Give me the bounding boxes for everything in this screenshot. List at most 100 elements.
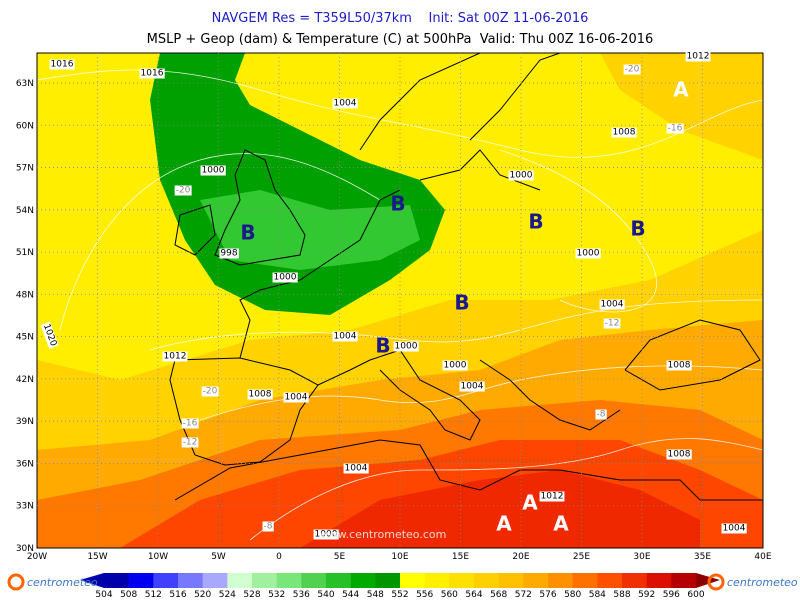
lon-label: 25E	[573, 552, 590, 562]
label-box	[666, 360, 692, 371]
colorbar-swatch	[326, 573, 351, 588]
isobar-label: 1004	[285, 393, 308, 403]
colorbar-label: 544	[342, 590, 359, 600]
high-center: A	[553, 512, 569, 536]
colorbar-label: 576	[539, 590, 556, 600]
temperature-label: -8	[597, 410, 606, 420]
isobar-label: 1000	[577, 249, 600, 259]
colorbar-label: 556	[416, 590, 433, 600]
label-box	[49, 59, 75, 70]
temperature-label: -16	[183, 419, 198, 429]
colorbar-label: 560	[441, 590, 458, 600]
pressure-centers: B B B B B B A A A A	[240, 78, 689, 536]
high-center: A	[673, 78, 689, 102]
colorbar-swatch	[350, 573, 376, 588]
colorbar-label: 580	[564, 590, 581, 600]
label-box	[442, 360, 468, 371]
label-box	[685, 51, 711, 62]
colorbar-label: 572	[515, 590, 532, 600]
colorbar-label: 588	[613, 590, 630, 600]
isobar-label: 1016	[141, 69, 164, 79]
label-box	[666, 449, 692, 460]
isobar-label: 1008	[613, 128, 636, 138]
colorbar-swatch	[449, 573, 475, 588]
label-box	[343, 463, 369, 474]
lat-label: 54N	[16, 206, 34, 216]
isobar-label: 1000	[274, 273, 297, 283]
low-center: B	[240, 221, 255, 245]
high-center: A	[496, 512, 512, 536]
high-center: A	[522, 491, 538, 515]
colorbar-label: 528	[243, 590, 260, 600]
colorbar-label: 540	[317, 590, 334, 600]
isobar-label: 1012	[541, 492, 564, 502]
lon-label: 5W	[211, 552, 226, 562]
colorbar-label: 596	[663, 590, 680, 600]
lon-label: 15E	[452, 552, 469, 562]
lat-label: 48N	[16, 290, 34, 300]
colorbar-label: 552	[391, 590, 408, 600]
colorbar-swatch	[202, 573, 228, 588]
colorbar-swatch	[646, 573, 672, 588]
colorbar-label: 568	[490, 590, 507, 600]
isobar-label: 1016	[51, 60, 74, 70]
logo-left: centrometeo	[27, 576, 98, 589]
isobar-label: 1000	[395, 342, 418, 352]
isobar-label: 1004	[723, 524, 746, 534]
colorbar-label: 600	[687, 590, 704, 600]
map-labels: 1016 1016 1004 1012 -20 -16 1008 1000 -2…	[40, 51, 747, 540]
colorbar-swatch	[178, 573, 203, 588]
isobar-label: 1008	[668, 361, 691, 371]
label-box	[40, 321, 59, 349]
lat-label: 33N	[16, 502, 34, 512]
lat-label: 63N	[16, 79, 34, 89]
lat-label: 60N	[16, 121, 34, 131]
label-box	[272, 272, 298, 283]
lat-label: 36N	[16, 459, 34, 469]
temperature-label: -20	[625, 65, 640, 75]
colorbar-label: 524	[219, 590, 236, 600]
low-center: B	[528, 210, 543, 234]
lon-label: 20E	[512, 552, 529, 562]
label-box	[575, 248, 601, 259]
colorbar-label: 532	[268, 590, 285, 600]
low-center: B	[630, 217, 645, 241]
isobar-label: 1004	[601, 300, 624, 310]
label-box	[603, 318, 621, 329]
lon-label: 0	[276, 552, 282, 562]
lon-label: 5E	[334, 552, 346, 562]
label-box	[459, 381, 485, 392]
lat-label: 45N	[16, 333, 34, 343]
colorbar-label: 536	[293, 590, 310, 600]
isobar-label: 1008	[249, 390, 272, 400]
isobar-label: 1004	[345, 464, 368, 474]
colorbar-swatch	[375, 573, 401, 588]
label-box	[332, 98, 358, 109]
label-box	[393, 341, 419, 352]
colorbar-swatch	[572, 573, 598, 588]
watermark: www.centrometeo.com	[320, 528, 447, 541]
colorbar-label: 520	[194, 590, 211, 600]
temperature-label: -12	[183, 438, 198, 448]
lon-label: 30E	[633, 552, 650, 562]
lat-label: 39N	[16, 417, 34, 427]
temperature-label: -20	[176, 186, 191, 196]
label-box	[262, 521, 274, 532]
temperature-label: -8	[264, 522, 273, 532]
colorbar-swatch	[548, 573, 573, 588]
title: NAVGEM Res = T359L50/37km Init: Sat 00Z …	[212, 11, 589, 26]
colorbar-swatch	[424, 573, 450, 588]
isobar-label: 998	[220, 249, 237, 259]
label-box	[508, 170, 534, 181]
label-box	[219, 248, 239, 259]
lon-label: 15W	[87, 552, 107, 562]
label-box	[623, 64, 641, 75]
isobar-label: 1008	[668, 450, 691, 460]
colorbar-label: 504	[95, 590, 112, 600]
colorbar-swatch	[301, 573, 327, 588]
colorbar-swatch	[597, 573, 623, 588]
label-box	[313, 529, 339, 540]
isobar-label: 1004	[334, 99, 357, 109]
